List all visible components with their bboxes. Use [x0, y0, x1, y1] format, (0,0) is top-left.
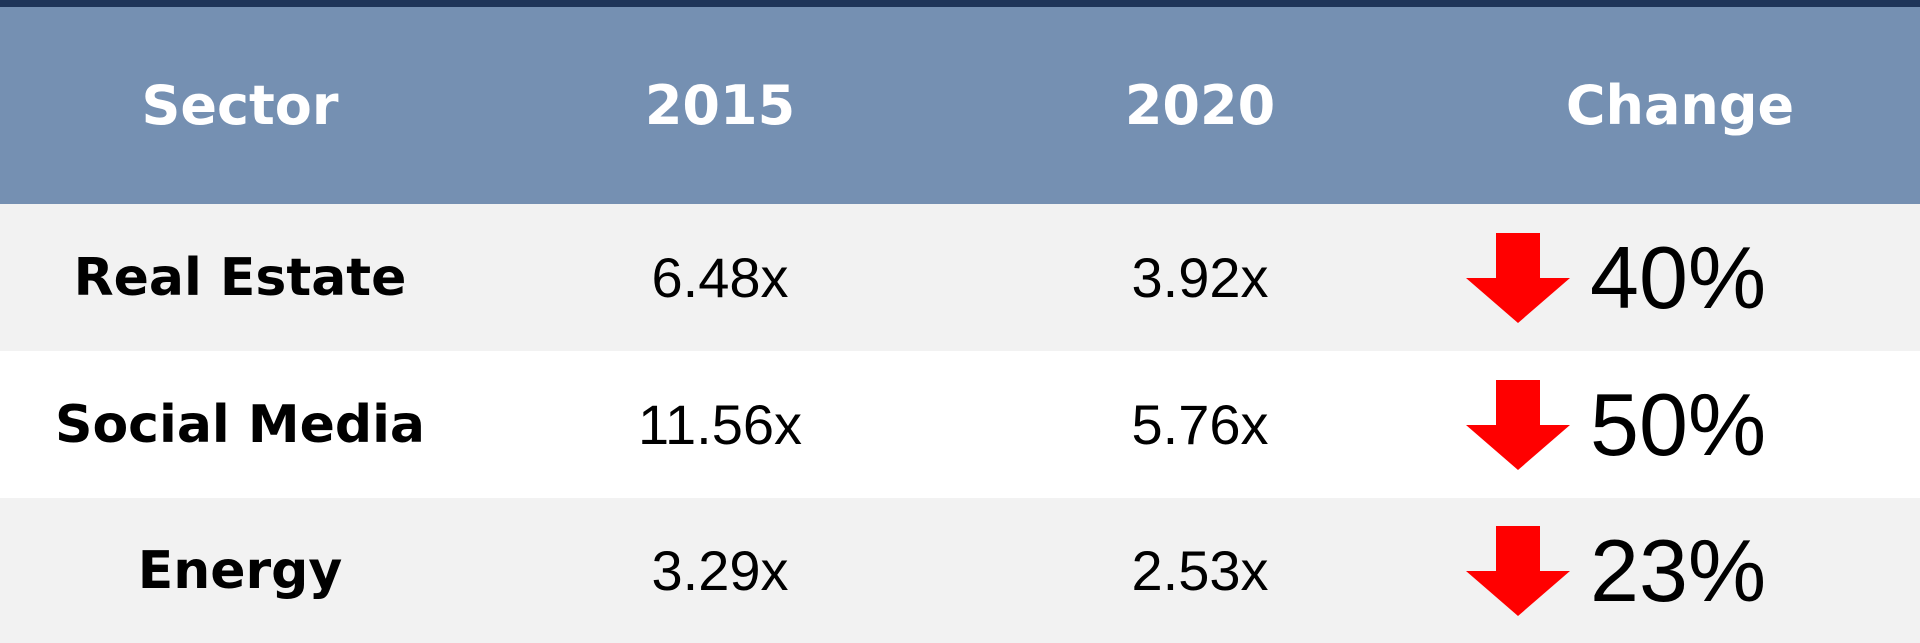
table-cell: 2.53x [960, 498, 1440, 643]
header-cell: 2015 [480, 7, 960, 204]
table-cell: Social Media [0, 351, 480, 498]
header-cell: Sector [0, 7, 480, 204]
down-arrow [1466, 525, 1570, 616]
cell-text: 3.92x [1131, 246, 1269, 309]
table-row: Energy 3.29x 2.53x 23% [0, 498, 1920, 643]
table-cell: 50% [1440, 351, 1920, 498]
table-row: Social Media 11.56x 5.76x 50% [0, 351, 1920, 498]
cell-text: Energy [137, 540, 343, 601]
cell-text: 2015 [644, 74, 796, 137]
cell-text: Real Estate [73, 247, 407, 308]
cell-text: 3.29x [651, 539, 789, 602]
cell-text: Change [1565, 74, 1795, 137]
cell-text: Social Media [55, 394, 425, 455]
cell-text: 50% [1590, 374, 1767, 474]
table-cell: 5.76x [960, 351, 1440, 498]
table-cell: Energy [0, 498, 480, 643]
cell-text: 11.56x [638, 393, 802, 456]
cell-text: 5.76x [1131, 393, 1269, 456]
table-cell: Real Estate [0, 204, 480, 351]
cell-text: 6.48x [651, 246, 789, 309]
down-arrow [1466, 232, 1570, 323]
table-cell: 40% [1440, 204, 1920, 351]
header-cell: 2020 [960, 7, 1440, 204]
header-cell: Change [1440, 7, 1920, 204]
table-cell: 11.56x [480, 351, 960, 498]
arrow-shape [1466, 525, 1570, 616]
cell-text: 2.53x [1131, 539, 1269, 602]
cell-text: 40% [1590, 227, 1767, 327]
down-arrow [1466, 379, 1570, 470]
arrow-shape [1466, 379, 1570, 470]
arrow-shape [1466, 232, 1570, 323]
table-row: Real Estate 6.48x 3.92x 40% [0, 204, 1920, 351]
table-cell: 3.29x [480, 498, 960, 643]
header-row: Sector 2015 2020 Change [0, 7, 1920, 204]
table-cell: 6.48x [480, 204, 960, 351]
cell-text: Sector [141, 74, 339, 137]
table-cell: 23% [1440, 498, 1920, 643]
table-cell: 3.92x [960, 204, 1440, 351]
cell-text: 23% [1590, 520, 1767, 620]
top-bar [0, 0, 1920, 7]
cell-text: 2020 [1124, 74, 1276, 137]
